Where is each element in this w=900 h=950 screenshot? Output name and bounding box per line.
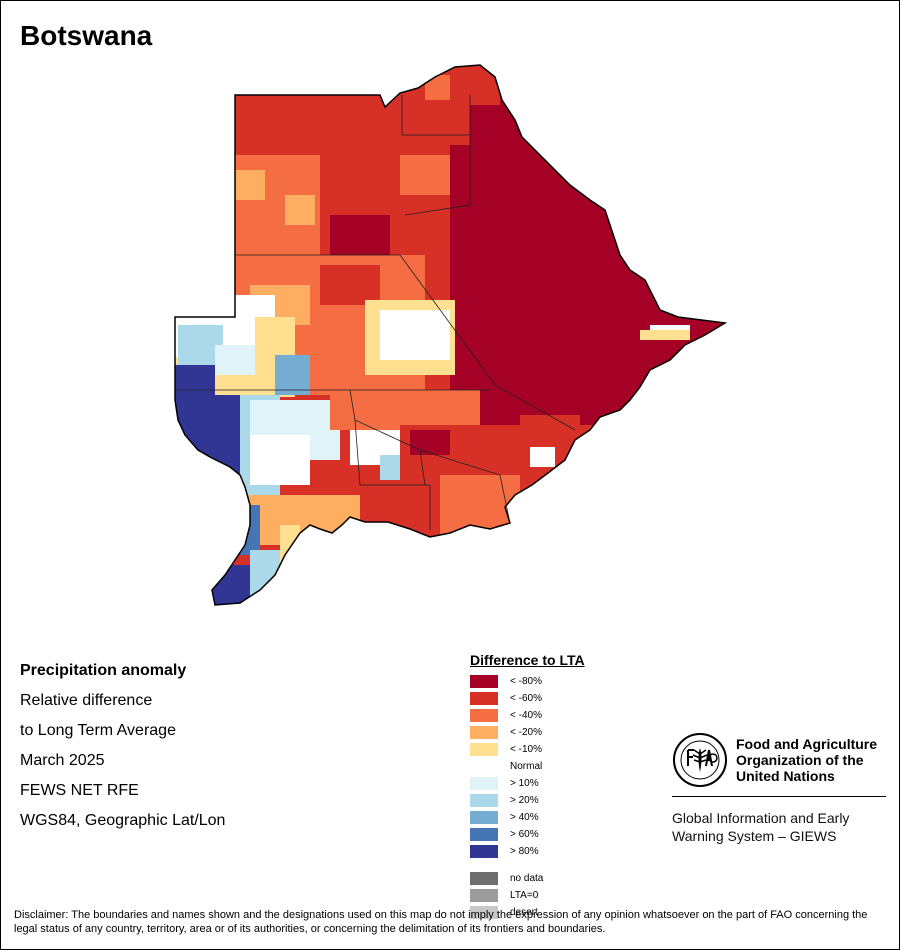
fao-block: Food and Agriculture Organization of the…	[672, 732, 892, 845]
raster-sw-blue	[175, 395, 245, 505]
legend-label: > 80%	[510, 846, 539, 857]
legend-swatch	[470, 777, 498, 790]
legend-class: > 80%	[470, 843, 670, 860]
fao-name-line1: Food and Agriculture	[736, 736, 878, 752]
raster-ne	[450, 145, 725, 425]
legend-label: < -10%	[510, 744, 542, 755]
anomaly-map	[174, 64, 726, 606]
fao-logo-icon	[673, 733, 727, 787]
giews-line1: Global Information and Early	[672, 810, 850, 826]
raster-e-patch2	[640, 330, 690, 340]
raster-s-blue	[215, 505, 260, 555]
legend-label: > 40%	[510, 812, 539, 823]
legend-class: < -60%	[470, 690, 670, 707]
raster-se-patch	[530, 447, 555, 467]
legend-extra: no data	[470, 870, 670, 887]
map-legend: Difference to LTA < -80% < -60% < -40% <…	[470, 652, 670, 921]
legend-swatch	[470, 811, 498, 824]
raster-sw-normal	[250, 435, 310, 485]
map-info: Precipitation anomaly Relative differenc…	[20, 656, 340, 836]
legend-label: > 10%	[510, 778, 539, 789]
giews-line2: Warning System – GIEWS	[672, 828, 837, 844]
legend-class: Normal	[470, 758, 670, 775]
map-title: Botswana	[20, 20, 153, 51]
legend-label: desert	[510, 907, 538, 918]
disclaimer: Disclaimer: The boundaries and names sho…	[14, 909, 868, 935]
fao-name: Food and Agriculture Organization of the…	[736, 736, 877, 784]
raster-w-lightcyan	[215, 345, 255, 375]
info-period: March 2025	[20, 752, 105, 769]
legend-label: LTA=0	[510, 890, 539, 901]
raster-nc-dark	[330, 215, 390, 255]
fao-name-line2: Organization of the	[736, 752, 864, 768]
legend-swatch	[470, 889, 498, 902]
legend-swatch	[470, 845, 498, 858]
legend-swatch	[470, 906, 498, 919]
raster-nw-light	[235, 170, 265, 200]
fao-divider	[672, 796, 886, 797]
legend-label: > 20%	[510, 795, 539, 806]
fao-name-line3: United Nations	[736, 768, 835, 784]
legend-extra: desert	[470, 904, 670, 921]
info-line1: Relative difference	[20, 692, 153, 709]
legend-class: < -40%	[470, 707, 670, 724]
legend-swatch	[470, 709, 498, 722]
legend-swatch	[470, 828, 498, 841]
boundary-southern	[354, 419, 431, 530]
legend-swatch	[470, 872, 498, 885]
legend-swatch	[470, 675, 498, 688]
legend-label: < -20%	[510, 727, 542, 738]
raster-c-red	[320, 265, 380, 305]
district-boundaries	[175, 95, 576, 530]
legend-swatch	[470, 794, 498, 807]
legend-class: < -20%	[470, 724, 670, 741]
legend-class: > 10%	[470, 775, 670, 792]
raster-nc-orange	[400, 155, 450, 195]
anomaly-raster	[175, 65, 725, 605]
legend-label: < -40%	[510, 710, 542, 721]
info-source: FEWS NET RFE	[20, 782, 139, 799]
legend-class: < -10%	[470, 741, 670, 758]
legend-swatch	[470, 692, 498, 705]
raster-sc-dark	[410, 430, 450, 455]
info-heading: Precipitation anomaly	[20, 662, 187, 679]
raster-n-light	[285, 195, 315, 225]
legend-label: < -80%	[510, 676, 542, 687]
fao-header: Food and Agriculture Organization of the…	[672, 732, 892, 788]
legend-swatch	[470, 726, 498, 739]
legend-class: > 60%	[470, 826, 670, 843]
raster-c-normal2	[235, 295, 275, 320]
boundary-central-east	[404, 135, 471, 216]
legend-swatch	[470, 760, 498, 773]
legend-label: > 60%	[510, 829, 539, 840]
raster-s-pale	[280, 525, 330, 585]
info-line2: to Long Term Average	[20, 722, 176, 739]
legend-swatch	[470, 743, 498, 756]
raster-sc-orange	[330, 390, 480, 430]
raster-s-mixed	[300, 495, 360, 535]
raster-se-orange	[440, 475, 520, 535]
legend-class: > 40%	[470, 809, 670, 826]
boundary-chobe	[401, 95, 471, 136]
raster-top-patch	[425, 75, 450, 100]
legend-class: > 20%	[470, 792, 670, 809]
info-projection: WGS84, Geographic Lat/Lon	[20, 812, 226, 829]
giews-name: Global Information and Early Warning Sys…	[672, 809, 892, 845]
boundary-kweneng	[419, 449, 426, 486]
legend-label: < -60%	[510, 693, 542, 704]
legend-extra: LTA=0	[470, 887, 670, 904]
legend-title: Difference to LTA	[470, 652, 585, 668]
legend-gap	[470, 860, 670, 870]
boundary-central-north	[399, 254, 576, 431]
raster-w-dark	[175, 365, 215, 395]
legend-class: < -80%	[470, 673, 670, 690]
raster-c-normal	[380, 310, 450, 360]
legend-label: no data	[510, 873, 544, 884]
legend-label: Normal	[510, 761, 543, 772]
raster-w-mid	[275, 355, 310, 395]
